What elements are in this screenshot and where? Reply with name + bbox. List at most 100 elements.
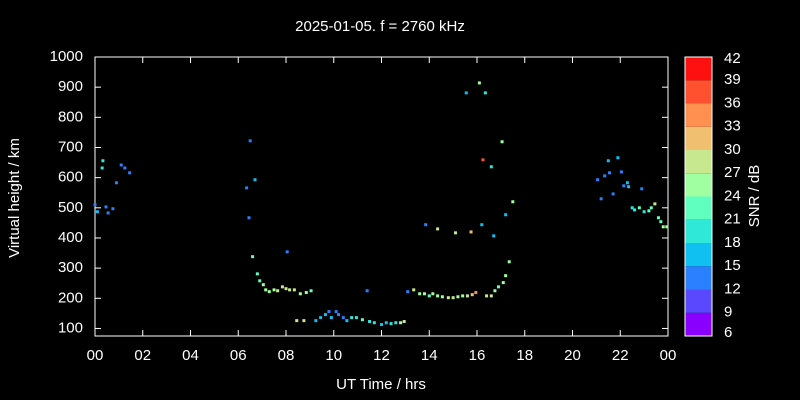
point <box>327 310 331 314</box>
point <box>119 163 123 167</box>
colorbar-bin <box>685 173 712 197</box>
y-tick-label: 600 <box>58 169 83 186</box>
colorbar-bin <box>685 126 712 150</box>
colorbar-tick-label: 39 <box>724 71 741 88</box>
point <box>481 158 485 162</box>
point <box>247 216 251 220</box>
point <box>489 165 493 169</box>
point <box>104 205 108 209</box>
point <box>622 184 626 188</box>
point <box>248 139 252 143</box>
point <box>611 192 615 196</box>
y-tick-label: 200 <box>58 289 83 306</box>
point <box>619 170 623 174</box>
point <box>427 294 431 298</box>
point <box>465 294 469 298</box>
colorbar-tick-label: 42 <box>724 50 741 67</box>
point <box>319 316 323 320</box>
point <box>440 295 444 299</box>
x-tick-label: 02 <box>134 347 151 364</box>
point <box>276 289 280 293</box>
point <box>507 260 511 264</box>
point <box>329 316 333 320</box>
point <box>625 181 629 185</box>
colorbar-label: SNR / dB <box>746 165 763 228</box>
point <box>251 255 255 259</box>
point <box>656 216 660 220</box>
colorbar-bin <box>685 80 712 104</box>
y-tick-label: 400 <box>58 229 83 246</box>
point <box>284 287 288 291</box>
point <box>406 290 410 294</box>
point <box>372 321 376 325</box>
point <box>469 230 473 234</box>
colorbar-tick-label: 21 <box>724 211 741 228</box>
x-tick-label: 12 <box>373 347 390 364</box>
point <box>298 292 302 296</box>
colorbar-bin <box>685 266 712 290</box>
point <box>114 181 118 185</box>
colorbar-tick-label: 33 <box>724 118 741 135</box>
point <box>345 319 349 323</box>
point <box>389 322 393 326</box>
point <box>446 296 450 300</box>
point <box>295 319 299 323</box>
colorbar-bin <box>685 289 712 313</box>
colorbar-tick-label: 12 <box>724 280 741 297</box>
x-tick-label: 00 <box>87 347 104 364</box>
point <box>653 202 657 206</box>
point <box>470 293 474 297</box>
point <box>360 318 364 322</box>
point <box>100 166 104 170</box>
point <box>365 289 369 293</box>
point <box>350 316 354 320</box>
point <box>504 213 508 217</box>
point <box>412 288 416 292</box>
x-tick-label: 04 <box>182 347 199 364</box>
y-tick-label: 800 <box>58 108 83 125</box>
x-tick-label: 08 <box>278 347 295 364</box>
colorbar-tick-label: 18 <box>724 234 741 251</box>
point <box>309 289 313 293</box>
point <box>128 171 132 175</box>
x-tick-label: 06 <box>230 347 247 364</box>
point <box>633 208 637 212</box>
point <box>480 223 484 227</box>
colorbar-bin <box>685 312 712 336</box>
colorbar-tick-label: 30 <box>724 141 741 158</box>
point <box>258 279 262 283</box>
x-tick-label: 16 <box>469 347 486 364</box>
x-tick-label: 22 <box>612 347 629 364</box>
point <box>267 290 271 294</box>
point <box>285 250 289 254</box>
x-tick-label: 10 <box>325 347 342 364</box>
point <box>511 200 515 204</box>
point <box>501 281 505 285</box>
y-tick-label: 900 <box>58 78 83 95</box>
point <box>596 178 600 182</box>
point <box>253 178 257 182</box>
point <box>649 206 653 210</box>
point <box>642 210 646 214</box>
point <box>384 321 388 325</box>
point <box>431 292 435 296</box>
point <box>422 292 426 296</box>
point <box>402 320 406 324</box>
x-tick-label: 14 <box>421 347 438 364</box>
point <box>599 197 603 201</box>
point <box>492 234 496 238</box>
colorbar-bin <box>685 196 712 220</box>
point <box>93 203 97 207</box>
point <box>464 91 468 95</box>
x-tick-label: 00 <box>660 347 677 364</box>
point <box>489 294 493 298</box>
point <box>603 174 607 178</box>
point <box>661 225 665 229</box>
point <box>394 321 398 325</box>
chart-title: 2025-01-05. f = 2760 kHz <box>295 18 465 35</box>
point <box>485 294 489 298</box>
point <box>504 274 508 278</box>
colorbar-bin <box>685 103 712 127</box>
point <box>334 310 338 314</box>
